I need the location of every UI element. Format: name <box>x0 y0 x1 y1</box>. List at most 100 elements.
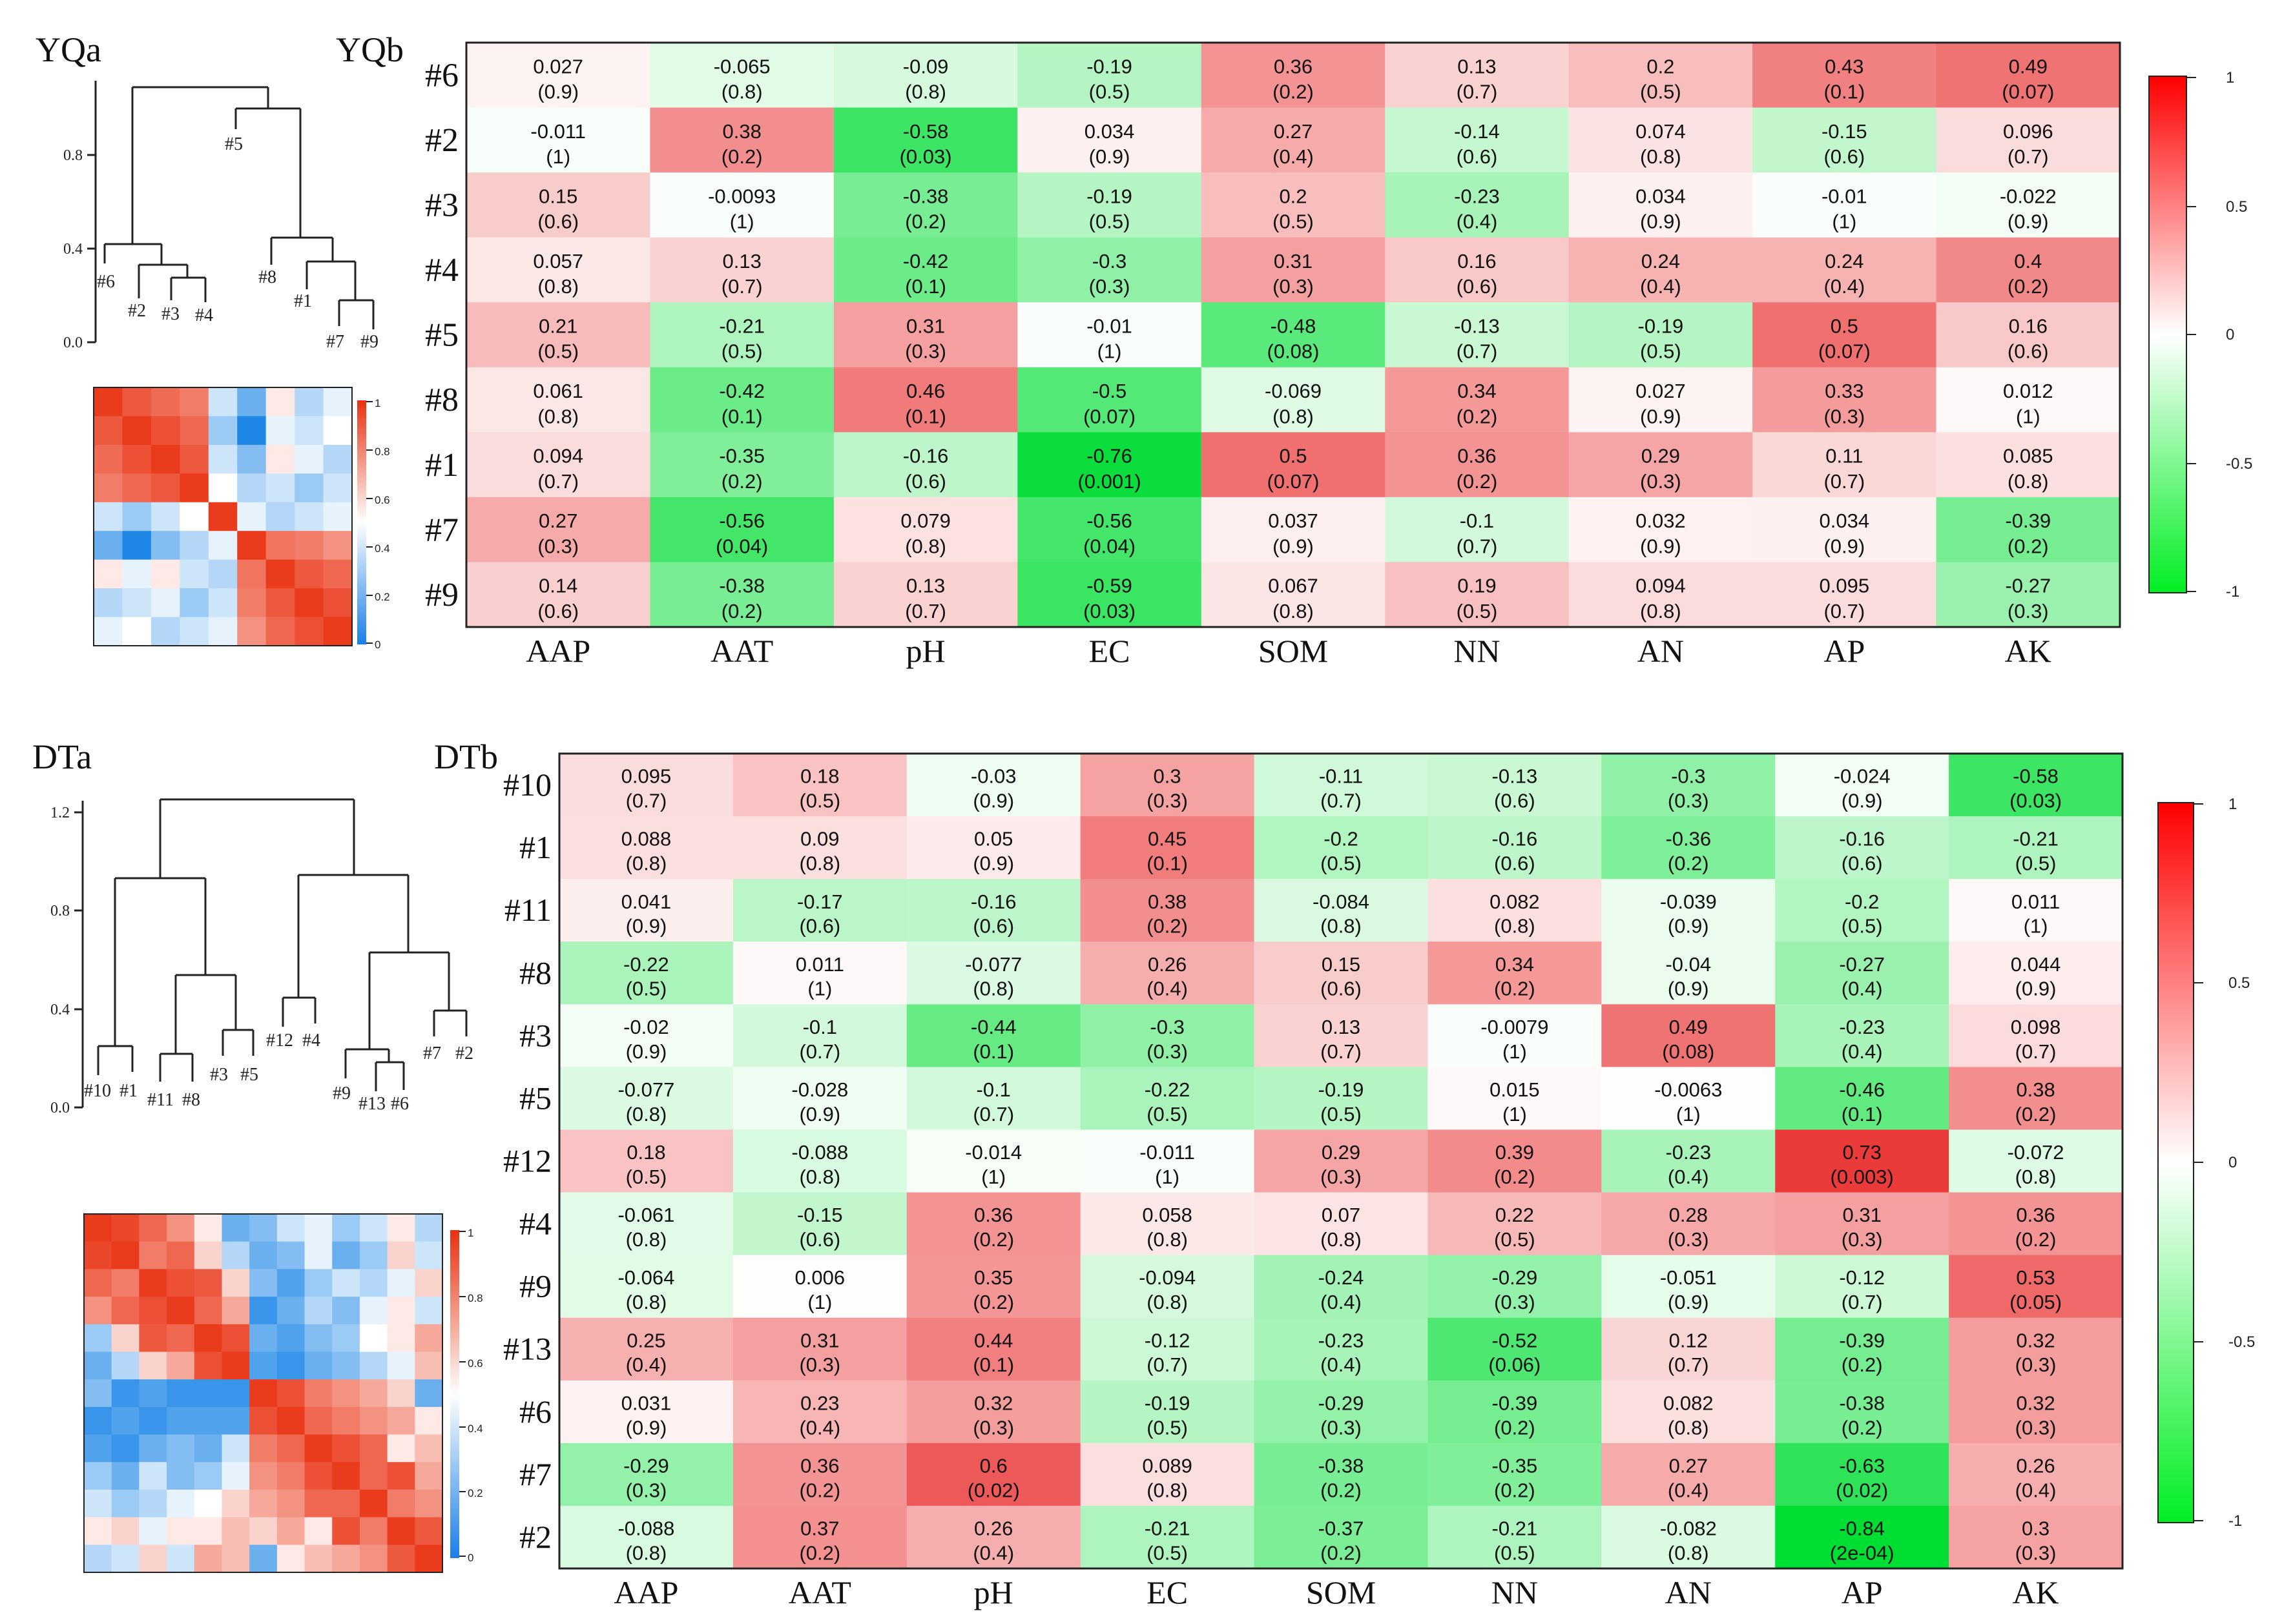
dta-matrix-cell <box>194 1434 223 1463</box>
dtb-cell-p: (0.1) <box>1842 1103 1883 1125</box>
dta-matrix-cbar-label: 0.4 <box>468 1423 483 1435</box>
dtb-cell-r: 0.082 <box>1663 1392 1714 1414</box>
yqa-matrix-cell <box>208 617 238 646</box>
dtb-cell-p: (0.8) <box>2015 1166 2057 1188</box>
dtb-cell-p: (0.4) <box>1320 1353 1362 1376</box>
dtb-cell-r: 0.32 <box>2016 1329 2055 1352</box>
dtb-cell <box>1775 1255 1949 1319</box>
yqb-cell-r: -0.27 <box>2005 575 2051 597</box>
yqa-matrix-cell <box>265 387 295 417</box>
dtb-cell <box>1601 1004 1776 1067</box>
dta-matrix-cell <box>111 1352 140 1380</box>
dtb-cell-p: (0.003) <box>1831 1166 1894 1188</box>
dtb-cell-r: 0.27 <box>1669 1454 1708 1477</box>
dtb-cell-r: -0.077 <box>618 1078 674 1101</box>
dta-matrix-cell <box>276 1324 306 1353</box>
dtb-cell-r: 0.32 <box>2016 1392 2055 1414</box>
dtb-cell-p: (0.7) <box>1320 1040 1362 1063</box>
dtb-cell <box>1601 941 1776 1005</box>
dtb-cell-r: 0.53 <box>2016 1266 2055 1289</box>
dtb-cell-p: (0.8) <box>1147 1291 1188 1313</box>
dtb-cell-r: 0.09 <box>800 828 839 850</box>
yqb-cell-p: (0.3) <box>1823 405 1865 427</box>
dtb-cell-p: (0.4) <box>973 1541 1014 1564</box>
dtb-heatmap: #10 0.095(0.7)0.18(0.5)-0.03(0.9)0.3(0.3)… <box>503 752 2124 1610</box>
dtb-row-label: #6 <box>519 1393 552 1430</box>
dtb-cell <box>1949 1380 2123 1444</box>
dtb-cell-r: 0.45 <box>1148 828 1187 850</box>
dta-matrix-cell <box>387 1269 415 1297</box>
yqb-cell-p: (0.6) <box>537 211 579 233</box>
yqb-colorbar-label: -0.5 <box>2226 455 2252 473</box>
dtb-cell <box>1427 1129 1602 1193</box>
dta-matrix-cell <box>304 1489 333 1518</box>
dta-matrix-cell <box>139 1269 167 1297</box>
yqb-cell <box>466 172 651 238</box>
dta-branch <box>222 1029 254 1056</box>
yqa-matrix-cell <box>180 416 209 446</box>
dtb-cell-r: 0.095 <box>621 765 672 788</box>
yqb-cell-r: 0.2 <box>1646 55 1674 77</box>
dta-leaf-label: #12 <box>266 1031 293 1051</box>
dta-matrix-cell <box>111 1434 140 1463</box>
yqb-cell <box>1568 367 1753 433</box>
dtb-cell <box>1080 1004 1255 1067</box>
yqb-cell-p: (1) <box>1832 211 1856 233</box>
dtb-cell-p: (0.5) <box>626 978 667 1000</box>
dta-matrix-cell <box>387 1379 415 1408</box>
dtb-cell <box>1775 754 1949 817</box>
dtb-cell <box>1254 1129 1429 1193</box>
dta-dendrogram: 0.0 0.4 0.8 1.2 #10 #1 #11 #8 #3 #5 #12 … <box>50 798 473 1116</box>
yqb-cell-p: (0.1) <box>905 275 946 298</box>
dta-matrix-cell <box>276 1434 306 1463</box>
dtb-cell-r: -0.2 <box>1323 828 1358 850</box>
yqa-matrix-cell <box>323 473 353 503</box>
dtb-row-label: #2 <box>519 1519 552 1555</box>
dta-matrix-cell <box>167 1489 195 1518</box>
dtb-cell <box>1949 1317 2123 1381</box>
dta-matrix-cell <box>222 1406 250 1435</box>
dta-matrix-cell <box>139 1406 167 1435</box>
yqb-cell-p: (0.2) <box>2008 275 2049 298</box>
dtb-cell <box>732 816 908 879</box>
yqb-cell-r: 0.5 <box>1279 445 1307 468</box>
dtb-cell-p: (0.9) <box>626 915 667 938</box>
dta-matrix-cell <box>84 1434 112 1463</box>
dtb-cell <box>1601 816 1776 879</box>
yqb-cell-r: -0.21 <box>719 314 765 337</box>
dtb-cell-r: 0.31 <box>1842 1204 1881 1226</box>
dtb-cell <box>1775 941 1949 1005</box>
yqa-matrix-cell <box>295 416 324 446</box>
yqa-tick-label: 0.4 <box>63 241 83 258</box>
dtb-cell-r: 0.22 <box>1495 1204 1534 1226</box>
yqb-cell <box>1017 237 1202 303</box>
yqb-cell <box>1936 43 2121 108</box>
yqb-cell-p: (0.3) <box>905 340 946 363</box>
dtb-cell-r: 0.006 <box>795 1266 846 1289</box>
yqb-cell-r: -0.58 <box>903 120 949 143</box>
dtb-cell-p: (0.9) <box>1842 789 1883 812</box>
dtb-cell-p: (0.3) <box>1668 1228 1709 1251</box>
yqb-cell-p: (0.3) <box>1089 275 1130 298</box>
yqb-col-label: AAT <box>711 633 773 669</box>
dtb-cell-r: -0.29 <box>1492 1266 1538 1289</box>
dtb-col-label: EC <box>1147 1574 1188 1610</box>
yqb-cell-p: (0.7) <box>721 275 763 298</box>
yqa-matrix-cell <box>150 559 180 589</box>
yqb-row-label: #9 <box>425 577 459 613</box>
dtb-cell-r: -0.088 <box>791 1141 848 1164</box>
dta-branch <box>97 1045 134 1075</box>
dta-matrix-cell <box>249 1434 278 1463</box>
dta-matrix-cell <box>222 1517 250 1545</box>
dta-matrix-cell <box>111 1297 140 1325</box>
dta-matrix-cell <box>249 1406 278 1435</box>
yqb-cell <box>1752 432 1937 498</box>
yqb-cell-r: 0.31 <box>1274 250 1313 272</box>
dta-matrix-cell <box>222 1269 250 1297</box>
yqa-matrix-cell <box>295 588 324 618</box>
yqa-matrix-cell <box>237 416 267 446</box>
yqa-matrix-cell <box>323 416 353 446</box>
dta-matrix-cell <box>415 1214 443 1242</box>
dta-matrix-cell <box>167 1545 195 1573</box>
dta-matrix-cell <box>111 1214 140 1242</box>
